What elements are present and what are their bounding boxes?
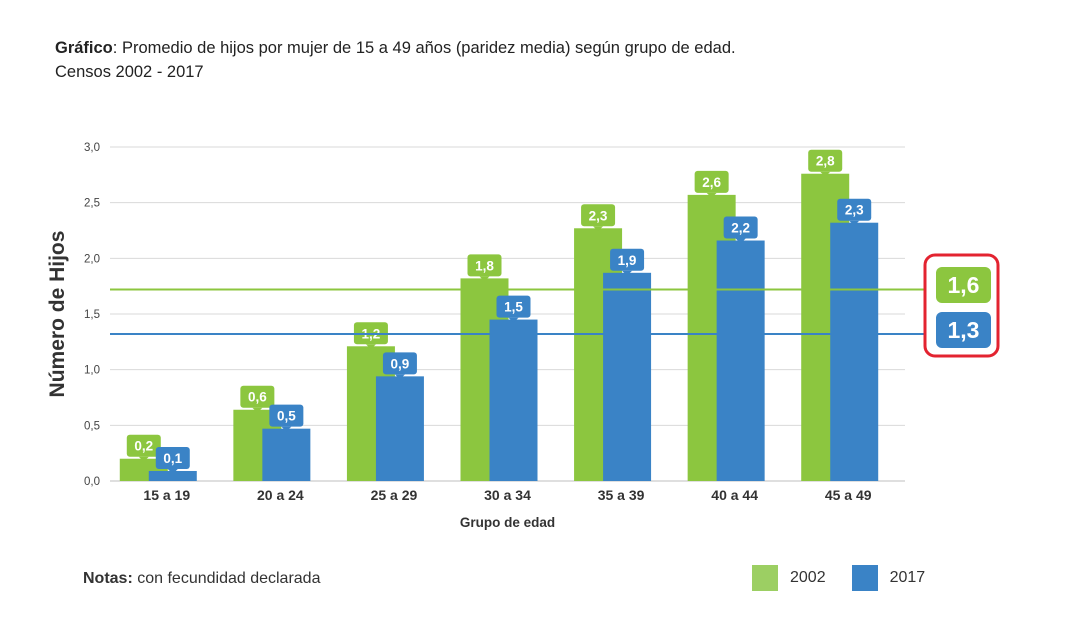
- bar-2017: [830, 222, 879, 481]
- data-label: 2,3: [845, 203, 864, 218]
- data-label-pointer: [394, 374, 405, 380]
- bar-2017: [716, 240, 765, 481]
- data-label: 0,5: [277, 409, 296, 424]
- data-label: 2,6: [702, 175, 721, 190]
- data-label: 2,8: [816, 154, 835, 169]
- x-tick-label: 20 a 24: [257, 487, 304, 503]
- data-label-box-2002: [467, 254, 502, 277]
- legend-label-2017: 2017: [889, 569, 926, 586]
- legend-swatch-2017: [851, 565, 878, 591]
- chart-title: Gráfico: Promedio de hijos por mujer de …: [55, 36, 736, 84]
- data-label-pointer: [252, 407, 263, 413]
- x-tick-label: 25 a 29: [371, 487, 418, 503]
- bar-2017: [489, 319, 538, 481]
- average-badge-2017: [936, 312, 991, 348]
- y-axis-label: Número de Hijos: [46, 231, 69, 398]
- bar-2017: [262, 428, 311, 481]
- data-label: 1,5: [504, 300, 523, 315]
- notes-bold: Notas:: [83, 570, 133, 587]
- data-label-pointer: [849, 220, 860, 226]
- notes-text: con fecundidad declarada: [132, 570, 321, 587]
- y-tick-label: 3,0: [84, 142, 100, 154]
- data-label-pointer: [365, 344, 376, 350]
- data-label-pointer: [735, 238, 746, 244]
- data-label-pointer: [820, 171, 831, 177]
- y-tick-label: 2,5: [84, 198, 100, 210]
- data-label-pointer: [508, 317, 519, 323]
- title-subtitle: Censos 2002 - 2017: [55, 63, 204, 81]
- data-label-box-2002: [126, 434, 161, 457]
- data-label: 0,6: [248, 390, 267, 405]
- data-label-box-2002: [808, 149, 843, 172]
- legend-item-2017: 2017: [851, 565, 926, 591]
- data-label: 1,8: [475, 258, 494, 273]
- data-label: 0,9: [391, 356, 410, 371]
- x-tick-label: 40 a 44: [711, 487, 758, 503]
- data-label-pointer: [706, 192, 717, 198]
- average-label-2002: 1,6: [948, 272, 980, 298]
- data-label-box-2002: [581, 204, 616, 227]
- data-label-box-2017: [723, 216, 758, 239]
- legend-swatch-2002: [752, 565, 778, 591]
- y-tick-label: 1,5: [84, 309, 100, 321]
- legend-item-2002: 2002: [752, 565, 826, 591]
- average-label-2017: 1,3: [948, 317, 980, 343]
- data-label-box-2017: [496, 295, 531, 318]
- chart-notes: Notas: con fecundidad declarada: [83, 570, 320, 588]
- data-label-pointer: [138, 456, 149, 462]
- data-label-box-2017: [382, 352, 417, 375]
- y-tick-label: 1,0: [84, 365, 100, 377]
- data-label-pointer: [593, 226, 604, 232]
- data-label-pointer: [167, 468, 178, 474]
- data-label: 0,2: [134, 439, 153, 454]
- bar-2017: [375, 376, 424, 481]
- data-label-pointer: [281, 426, 292, 432]
- data-label: 2,2: [731, 221, 750, 236]
- data-label: 2,3: [589, 208, 608, 223]
- title-text: : Promedio de hijos por mujer de 15 a 49…: [112, 39, 736, 57]
- data-label-box-2017: [269, 404, 304, 427]
- x-axis-label: Grupo de edad: [460, 515, 555, 530]
- data-label-pointer: [479, 276, 490, 282]
- data-label: 0,1: [163, 451, 182, 466]
- x-tick-label: 35 a 39: [598, 487, 645, 503]
- data-label: 1,9: [618, 253, 637, 268]
- title-bold: Gráfico: [55, 39, 113, 57]
- y-tick-label: 0,0: [84, 476, 100, 488]
- x-tick-label: 30 a 34: [484, 487, 531, 503]
- data-label-box-2002: [694, 170, 729, 193]
- y-tick-label: 2,0: [84, 253, 100, 265]
- data-label-box-2017: [610, 248, 645, 271]
- legend-label-2002: 2002: [790, 569, 826, 586]
- bar-2017: [603, 272, 652, 481]
- x-tick-label: 45 a 49: [825, 487, 872, 503]
- bar-2017: [148, 470, 197, 481]
- data-label-box-2017: [155, 446, 190, 469]
- legend: 2002 2017: [752, 565, 951, 591]
- data-label-box-2002: [240, 385, 275, 408]
- average-badge-2002: [936, 267, 991, 303]
- x-tick-label: 15 a 19: [143, 487, 190, 503]
- data-label-pointer: [622, 270, 633, 276]
- y-tick-label: 0,5: [84, 420, 100, 432]
- data-label-box-2017: [837, 198, 872, 221]
